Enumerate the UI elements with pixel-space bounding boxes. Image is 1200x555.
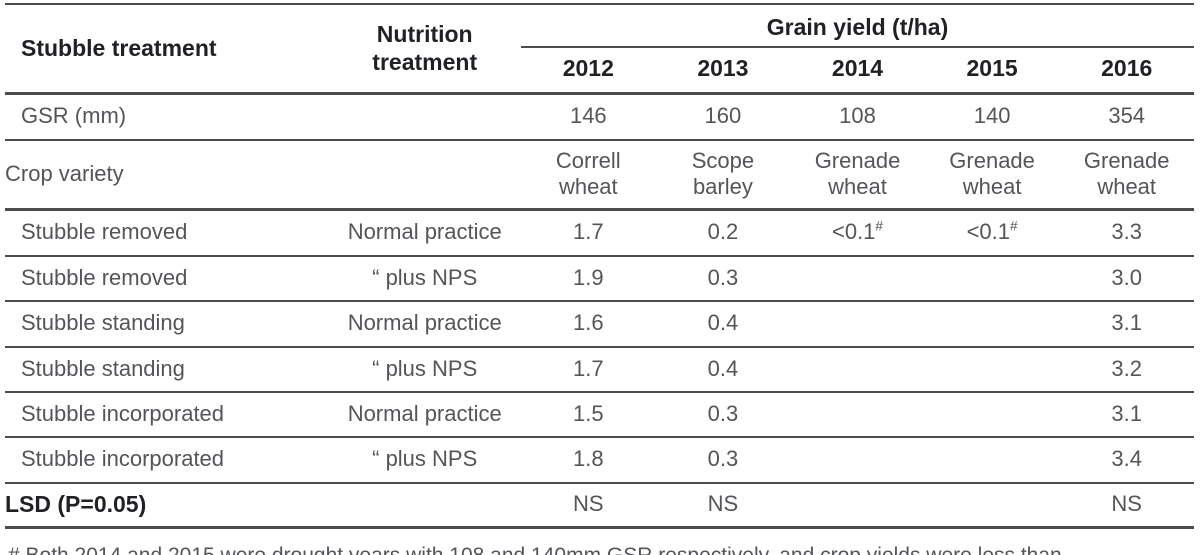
lsd-value: NS — [655, 482, 791, 530]
treatment-row: Stubble removed “ plus NPS 1.9 0.3 3.0 — [5, 255, 1194, 303]
nutrition-treatment-cell: Normal practice — [328, 301, 522, 348]
footnote-marker: # — [1010, 219, 1018, 235]
yield-cell: 0.3 — [655, 391, 791, 439]
lsd-value: NS — [521, 482, 656, 530]
column-header-stubble-treatment: Stubble treatment — [5, 4, 329, 96]
crop-variety-value: Scope barley — [655, 139, 791, 212]
year-header-2015: 2015 — [924, 46, 1060, 96]
gsr-value: 160 — [655, 93, 791, 141]
yield-cell — [924, 255, 1060, 303]
crop-variety-row: Crop variety Correll wheat Scope barley … — [5, 139, 1194, 212]
yield-cell — [924, 346, 1060, 393]
treatment-row: Stubble removed Normal practice 1.7 0.2 … — [5, 209, 1194, 257]
treatment-row: Stubble standing “ plus NPS 1.7 0.4 3.2 — [5, 346, 1194, 393]
results-table: Stubble treatment Nutrition treatment Gr… — [5, 3, 1194, 530]
yield-cell: 1.7 — [521, 209, 656, 257]
year-header-2013: 2013 — [655, 46, 791, 96]
yield-cell: 3.2 — [1059, 346, 1194, 393]
yield-cell — [790, 346, 925, 393]
yield-cell — [924, 437, 1060, 484]
year-header-2014: 2014 — [790, 46, 925, 96]
treatment-row: Stubble incorporated “ plus NPS 1.8 0.3 … — [5, 437, 1194, 484]
nutrition-treatment-cell: “ plus NPS — [328, 346, 522, 393]
yield-cell: 3.0 — [1059, 255, 1194, 303]
yield-cell: 3.1 — [1059, 391, 1194, 439]
yield-cell: 0.3 — [655, 437, 791, 484]
stubble-treatment-cell: Stubble standing — [5, 301, 329, 348]
yield-cell: 0.4 — [655, 301, 791, 348]
gsr-value: 354 — [1059, 93, 1194, 141]
yield-cell: 1.8 — [521, 437, 656, 484]
yield-cell — [924, 391, 1060, 439]
nutrition-treatment-cell: Normal practice — [328, 391, 522, 439]
treatment-row: Stubble incorporated Normal practice 1.5… — [5, 391, 1194, 439]
crop-variety-value: Correll wheat — [521, 139, 656, 212]
column-header-grain-yield: Grain yield (t/ha) — [521, 4, 1194, 48]
lsd-row: LSD (P=0.05) NS NS NS — [5, 482, 1194, 530]
yield-cell: 0.2 — [655, 209, 791, 257]
yield-cell: 3.4 — [1059, 437, 1194, 484]
nutrition-treatment-cell: Normal practice — [328, 209, 522, 257]
crop-variety-label: Crop variety — [5, 139, 522, 212]
crop-variety-value: Grenade wheat — [790, 139, 925, 212]
gsr-value: 108 — [790, 93, 925, 141]
yield-cell: 1.9 — [521, 255, 656, 303]
stubble-treatment-cell: Stubble standing — [5, 346, 329, 393]
nutrition-treatment-cell: “ plus NPS — [328, 255, 522, 303]
stubble-treatment-cell: Stubble removed — [5, 209, 329, 257]
lsd-value — [924, 482, 1060, 530]
yield-value: <0.1 — [831, 219, 876, 245]
yield-cell: 3.1 — [1059, 301, 1194, 348]
footnote-marker: # — [875, 219, 883, 235]
yield-cell — [924, 301, 1060, 348]
gsr-value: 146 — [521, 93, 656, 141]
yield-cell: <0.1# — [924, 209, 1060, 257]
yield-value: <0.1 — [966, 219, 1011, 245]
treatment-row: Stubble standing Normal practice 1.6 0.4… — [5, 301, 1194, 348]
yield-cell: 1.7 — [521, 346, 656, 393]
column-header-nutrition-treatment: Nutrition treatment — [328, 4, 522, 96]
lsd-value: NS — [1059, 482, 1194, 530]
yield-cell: 1.5 — [521, 391, 656, 439]
gsr-row: GSR (mm) 146 160 108 140 354 — [5, 93, 1194, 141]
stubble-treatment-cell: Stubble removed — [5, 255, 329, 303]
lsd-label: LSD (P=0.05) — [5, 482, 522, 530]
gsr-label: GSR (mm) — [5, 93, 522, 141]
yield-cell: 3.3 — [1059, 209, 1194, 257]
gsr-value: 140 — [924, 93, 1060, 141]
yield-cell: 0.4 — [655, 346, 791, 393]
yield-cell: <0.1# — [790, 209, 925, 257]
yield-cell: 0.3 — [655, 255, 791, 303]
year-header-2016: 2016 — [1059, 46, 1194, 96]
yield-cell — [790, 301, 925, 348]
stubble-treatment-cell: Stubble incorporated — [5, 391, 329, 439]
stubble-treatment-cell: Stubble incorporated — [5, 437, 329, 484]
lsd-value — [790, 482, 925, 530]
crop-variety-value: Grenade wheat — [924, 139, 1060, 212]
yield-cell — [790, 437, 925, 484]
nutrition-treatment-cell: “ plus NPS — [328, 437, 522, 484]
yield-cell: 1.6 — [521, 301, 656, 348]
crop-variety-value: Grenade wheat — [1059, 139, 1194, 212]
year-header-2012: 2012 — [521, 46, 656, 96]
table-header: Stubble treatment Nutrition treatment Gr… — [5, 4, 1194, 96]
yield-cell — [790, 255, 925, 303]
table-footnote: # Both 2014 and 2015 were drought years … — [8, 540, 1108, 555]
yield-cell — [790, 391, 925, 439]
